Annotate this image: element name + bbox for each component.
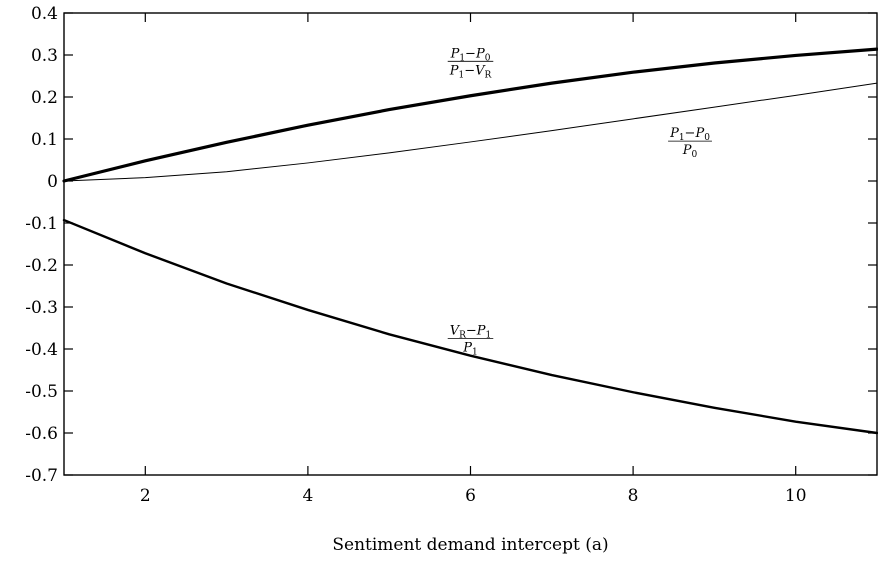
- annotation-s3: VR​−P1​P1​: [447, 324, 494, 358]
- annotation-operator: −: [465, 46, 476, 61]
- series-line-s3: [62, 218, 878, 435]
- annotation-symbol: P: [449, 63, 459, 78]
- series-line-s1: [62, 47, 878, 183]
- x-tick-label: 8: [628, 486, 639, 506]
- annotation-numerator: VR​−P1​: [450, 324, 492, 341]
- annotation-operator: −: [685, 126, 696, 141]
- x-tick-label: 6: [465, 486, 476, 506]
- plot-frame: [63, 12, 878, 476]
- annotation-symbol: P: [682, 143, 692, 158]
- axis-ticks: [64, 12, 877, 476]
- y-tick-label: -0.3: [25, 298, 58, 318]
- annotation-numerator: P1​−P0​: [669, 126, 710, 143]
- annotation-symbol: P: [694, 126, 704, 141]
- annotation-subscript: 1: [472, 348, 478, 358]
- x-tick-label: 4: [302, 486, 313, 506]
- y-tick-label: 0.3: [31, 46, 58, 66]
- annotation-subscript: 0: [692, 150, 698, 160]
- annotation-denominator: P1​−VR​: [449, 63, 492, 80]
- annotation-subscript: 0: [704, 133, 710, 143]
- annotation-symbol: V: [450, 324, 461, 339]
- annotation-subscript: 0: [485, 53, 491, 63]
- annotation-s1: P1​−P0​P1​−VR​: [447, 46, 494, 80]
- y-tick-label: -0.5: [25, 382, 58, 402]
- annotation-symbol: V: [475, 63, 486, 78]
- x-tick-label: 10: [785, 486, 807, 506]
- annotation-subscript: R: [485, 70, 492, 80]
- annotation-symbol: P: [475, 46, 485, 61]
- annotation-symbol: P: [462, 341, 472, 356]
- x-tick-label: 2: [140, 486, 151, 506]
- annotation-denominator: P1​: [462, 341, 477, 358]
- y-tick-label: 0: [47, 172, 58, 192]
- y-tick-label: -0.2: [25, 256, 58, 276]
- annotation-numerator: P1​−P0​: [450, 46, 491, 63]
- y-tick-label: -0.7: [25, 466, 58, 486]
- annotation-subscript: 1: [486, 331, 492, 341]
- annotation-subscript: 1: [679, 133, 685, 143]
- y-tick-label: -0.1: [25, 214, 58, 234]
- series-line-s2: [63, 82, 878, 182]
- annotation-subscript: 1: [458, 70, 464, 80]
- annotation-subscript: R: [459, 331, 466, 341]
- x-axis-label: Sentiment demand intercept (a): [332, 535, 608, 555]
- annotation-symbol: P: [450, 46, 460, 61]
- annotation-symbol: P: [669, 126, 679, 141]
- y-tick-label: -0.4: [25, 340, 58, 360]
- annotation-operator: −: [464, 63, 475, 78]
- y-tick-label: 0.4: [31, 4, 58, 24]
- tick-labels: 0.4 0.3 0.2 0.1 0 -0.1 -0.2 -0.3 -0.4 -0.5 -0.6 -0.…: [25, 4, 806, 506]
- y-tick-label: 0.1: [31, 130, 58, 150]
- y-tick-label: 0.2: [31, 88, 58, 108]
- annotation-subscript: 1: [459, 53, 465, 63]
- annotation-s2: P1​−P0​P0​: [668, 126, 712, 160]
- curve-annotations: P1​−P0​P1​−VR​P1​−P0​P0​VR​−P1​P1​: [447, 46, 712, 358]
- chart-series: [62, 47, 878, 435]
- annotation-symbol: P: [476, 324, 486, 339]
- y-tick-label: -0.6: [25, 424, 58, 444]
- annotation-denominator: P0​: [682, 143, 698, 160]
- annotation-operator: −: [466, 324, 477, 339]
